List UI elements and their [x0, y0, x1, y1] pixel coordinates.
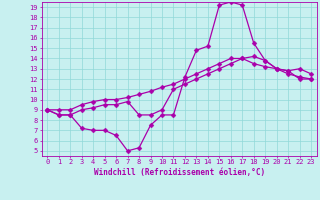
X-axis label: Windchill (Refroidissement éolien,°C): Windchill (Refroidissement éolien,°C): [94, 168, 265, 177]
